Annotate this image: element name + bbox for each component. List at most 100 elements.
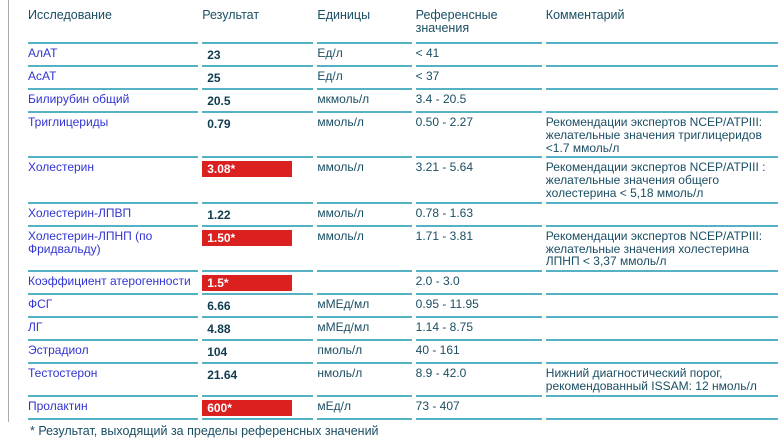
table-row: Билирубин общий 20.5 мкмоль/л 3.4 - 20.5	[28, 88, 778, 111]
units-cell: ммоль/л	[317, 111, 412, 156]
result-cell: 20.5	[202, 88, 314, 111]
result-cell: 3.08*	[202, 156, 314, 201]
test-name-link[interactable]: Билирубин общий	[28, 88, 199, 111]
result-cell: 1.22	[202, 201, 314, 225]
test-name-link[interactable]: АлАТ	[28, 42, 199, 65]
units-cell: мМЕд/мл	[317, 293, 412, 316]
table-row: ЛГ 4.88 мМЕд/мл 1.14 - 8.75	[28, 316, 778, 339]
units-cell: ммоль/л	[317, 201, 412, 225]
result-value: 21.64	[207, 368, 238, 383]
comment-cell	[545, 394, 778, 420]
column-header-comment: Комментарий	[545, 8, 625, 22]
test-name-link[interactable]: ФСГ	[28, 293, 199, 316]
result-value-flagged: 3.08*	[202, 161, 293, 178]
reference-range-cell: 3.4 - 20.5	[415, 88, 542, 111]
footnote-text: * Результат, выходящий за пределы рефере…	[30, 423, 379, 438]
table-row: Холестерин-ЛПВП 1.22 ммоль/л 0.78 - 1.63	[28, 201, 778, 225]
table-row: АсАТ 25 Ед/л < 37	[28, 65, 778, 88]
column-header-test: Исследование	[28, 8, 112, 22]
comment-cell	[545, 293, 778, 316]
reference-range-cell: < 41	[415, 42, 542, 65]
result-cell: 4.88	[202, 316, 314, 339]
column-header-units: Единицы	[317, 8, 371, 22]
test-name-link[interactable]: ЛГ	[28, 316, 199, 339]
comment-cell	[545, 42, 778, 65]
reference-range-cell: 0.50 - 2.27	[415, 111, 542, 156]
reference-range-cell: 2.0 - 3.0	[415, 270, 542, 293]
result-value: 23	[207, 48, 221, 62]
test-name-link[interactable]: Пролактин	[28, 394, 199, 420]
comment-cell	[545, 201, 778, 225]
units-cell: пмоль/л	[317, 339, 412, 362]
test-name-link[interactable]: АсАТ	[28, 65, 199, 88]
table-row: Холестерин-ЛПНП (по Фридвальду) 1.50* ммол…	[28, 224, 778, 270]
result-value: 6.66	[207, 299, 231, 314]
reference-range-cell: 8.9 - 42.0	[415, 362, 542, 395]
reference-range-cell: 3.21 - 5.64	[415, 156, 542, 201]
units-cell: Ед/л	[317, 65, 412, 88]
reference-range-cell: 0.78 - 1.63	[415, 201, 542, 225]
reference-range-cell: 40 - 161	[415, 339, 542, 362]
test-name-link[interactable]: Тестостерон	[28, 362, 199, 395]
result-value-flagged: 600*	[202, 399, 293, 416]
column-header-reference: Референсные значения	[415, 8, 498, 35]
comment-cell: Нижний диагностический порог, рекомендов…	[545, 362, 778, 395]
result-cell: 1.50*	[202, 224, 314, 270]
result-cell: 104	[202, 339, 314, 362]
units-cell	[317, 270, 412, 293]
footnote-row: * Результат, выходящий за пределы рефере…	[28, 420, 778, 438]
test-name-link[interactable]: Холестерин	[28, 156, 199, 201]
units-cell: нмоль/л	[317, 362, 412, 395]
table-row: АлАТ 23 Ед/л < 41	[28, 42, 778, 65]
result-cell: 600*	[202, 394, 314, 420]
result-value-flagged: 1.50*	[202, 229, 293, 246]
result-cell: 23	[202, 42, 314, 65]
result-cell: 25	[202, 65, 314, 88]
table-row: Пролактин 600* мЕд/л 73 - 407	[28, 394, 778, 420]
result-value: 25	[207, 71, 221, 85]
comment-cell	[545, 339, 778, 362]
units-cell: ммоль/л	[317, 224, 412, 270]
lab-results-table: Исследование Результат Единицы Референсн…	[24, 5, 782, 438]
result-value-flagged: 1.5*	[202, 275, 293, 292]
reference-range-cell: 73 - 407	[415, 394, 542, 420]
test-name-link[interactable]: Холестерин-ЛПНП (по Фридвальду)	[28, 224, 199, 270]
result-value: 20.5	[207, 94, 231, 108]
reference-range-cell: 1.14 - 8.75	[415, 316, 542, 339]
reference-range-cell: < 37	[415, 65, 542, 88]
table-row: ФСГ 6.66 мМЕд/мл 0.95 - 11.95	[28, 293, 778, 316]
table-header-row: Исследование Результат Единицы Референсн…	[28, 5, 778, 42]
comment-cell	[545, 316, 778, 339]
test-name-link[interactable]: Триглицериды	[28, 111, 199, 156]
result-value: 1.22	[207, 207, 231, 222]
reference-range-cell: 1.71 - 3.81	[415, 224, 542, 270]
table-row: Холестерин 3.08* ммоль/л 3.21 - 5.64 Рекомен…	[28, 156, 778, 201]
result-value: 104	[207, 345, 228, 360]
units-cell: мкмоль/л	[317, 88, 412, 111]
table-row: Коэффициент атерогенности 1.5* 2.0 - 3.0	[28, 270, 778, 293]
units-cell: ммоль/л	[317, 156, 412, 201]
table-row: Тестостерон 21.64 нмоль/л 8.9 - 42.0 Нижний …	[28, 362, 778, 395]
results-table-body: АлАТ 23 Ед/л < 41 АсАТ 25 Ед/л < 37 Билирубин об…	[28, 42, 778, 420]
test-name-link[interactable]: Холестерин-ЛПВП	[28, 201, 199, 225]
comment-cell: Рекомендации экспертов NCEP/ATPIII: жела…	[545, 224, 778, 270]
comment-cell	[545, 65, 778, 88]
units-cell: мМЕд/мл	[317, 316, 412, 339]
result-cell: 0.79	[202, 111, 314, 156]
comment-cell: Рекомендации экспертов NCEP/ATPIII: жела…	[545, 111, 778, 156]
page-left-rule	[8, 0, 9, 422]
table-row: Триглицериды 0.79 ммоль/л 0.50 - 2.27 Рекоме…	[28, 111, 778, 156]
result-value: 4.88	[207, 322, 231, 337]
column-header-result: Результат	[202, 8, 260, 22]
comment-cell	[545, 270, 778, 293]
result-cell: 21.64	[202, 362, 314, 395]
test-name-link[interactable]: Коэффициент атерогенности	[28, 270, 199, 293]
result-cell: 1.5*	[202, 270, 314, 293]
units-cell: мЕд/л	[317, 394, 412, 420]
result-cell: 6.66	[202, 293, 314, 316]
table-row: Эстрадиол 104 пмоль/л 40 - 161	[28, 339, 778, 362]
test-name-link[interactable]: Эстрадиол	[28, 339, 199, 362]
comment-cell	[545, 88, 778, 111]
units-cell: Ед/л	[317, 42, 412, 65]
comment-cell: Рекомендации экспертов NCEP/ATPIII : жел…	[545, 156, 778, 201]
